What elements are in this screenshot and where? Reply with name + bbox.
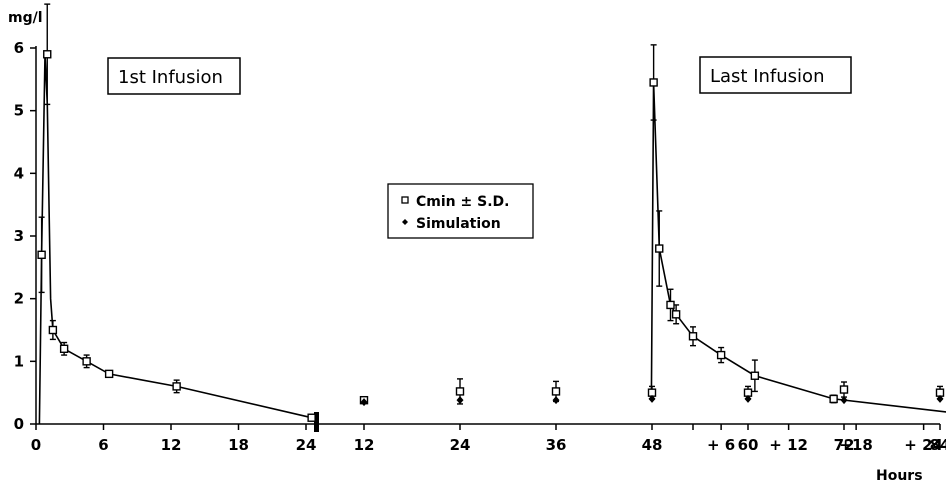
legend-entry-cmin: Cmin ± S.D. (416, 194, 509, 210)
x-tick-label: 12 (354, 436, 375, 454)
simulation-point (648, 394, 656, 403)
curve-first-infusion (38, 54, 312, 425)
simulation-point (456, 396, 464, 405)
first-infusion-label: 1st Infusion (118, 67, 223, 88)
curve-last-infusion (650, 82, 946, 413)
cmin-point (307, 413, 316, 422)
y-axis-unit: mg/l (8, 10, 43, 26)
x-tick-label: 48 (642, 436, 663, 454)
last-infusion-box: Last Infusion (699, 56, 852, 94)
y-tick-label: 5 (14, 102, 24, 120)
cmin-point (104, 369, 114, 379)
cmin-point (59, 344, 69, 353)
cmin-point (43, 50, 52, 59)
legend-square-icon (401, 196, 409, 204)
x-tick-label: 84 (930, 436, 946, 454)
cmin-point (671, 310, 681, 319)
cmin-point (551, 387, 561, 396)
cmin-point (750, 371, 760, 380)
simulation-point (936, 394, 944, 403)
cmin-point (655, 244, 664, 253)
x-tick-label: 24 (450, 436, 471, 454)
cmin-point (666, 300, 675, 310)
x-tick-label: 12 (161, 436, 182, 454)
cmin-point (82, 357, 91, 366)
axis-break-mark (314, 412, 319, 432)
x-tick-label: 0 (31, 436, 41, 454)
x-tick-label: 36 (546, 436, 567, 454)
cmin-point (839, 385, 849, 394)
simulation-curves (38, 54, 946, 425)
cmin-point (688, 332, 698, 341)
x-tick-label: 60 (738, 436, 759, 454)
x-tick-label: + 6 (707, 436, 735, 454)
cmin-point (716, 350, 726, 360)
x-tick-label: 72 (834, 436, 855, 454)
last-infusion-label: Last Infusion (710, 66, 824, 87)
y-tick-label: 1 (14, 352, 24, 370)
y-tick-label: 0 (14, 415, 24, 433)
tick-labels: 0123456061218241224364860728496+ 6+ 12+1… (14, 39, 946, 454)
simulation-point (552, 396, 560, 405)
axis-ticks (30, 47, 941, 430)
x-tick-label: 24 (296, 436, 317, 454)
y-tick-label: 6 (14, 39, 24, 57)
x-tick-label: +18 (839, 436, 872, 454)
cmin-point (48, 325, 58, 335)
x-tick-label: 6 (98, 436, 108, 454)
first-infusion-box: 1st Infusion (107, 57, 241, 95)
simulation-point (840, 396, 848, 405)
legend-entry-simulation: Simulation (416, 216, 501, 232)
x-axis-unit: Hours (876, 468, 923, 484)
x-tick-label: + 12 (769, 436, 808, 454)
x-tick-label: + 24 (904, 436, 943, 454)
cmin-point (649, 78, 658, 87)
cmin-point (829, 394, 838, 404)
cmin-point (37, 250, 46, 260)
legend: Cmin ± S.D. Simulation (387, 183, 534, 239)
y-tick-label: 4 (14, 164, 24, 182)
y-tick-label: 2 (14, 290, 24, 308)
simulation-point (744, 394, 752, 403)
cmin-point (455, 387, 465, 396)
cmin-point (172, 382, 181, 391)
legend-diamond-icon (402, 219, 408, 225)
simulation-point (360, 398, 368, 407)
data-markers (37, 50, 945, 422)
axes (35, 46, 940, 432)
x-tick-label: 18 (228, 436, 249, 454)
y-tick-label: 3 (14, 227, 24, 245)
